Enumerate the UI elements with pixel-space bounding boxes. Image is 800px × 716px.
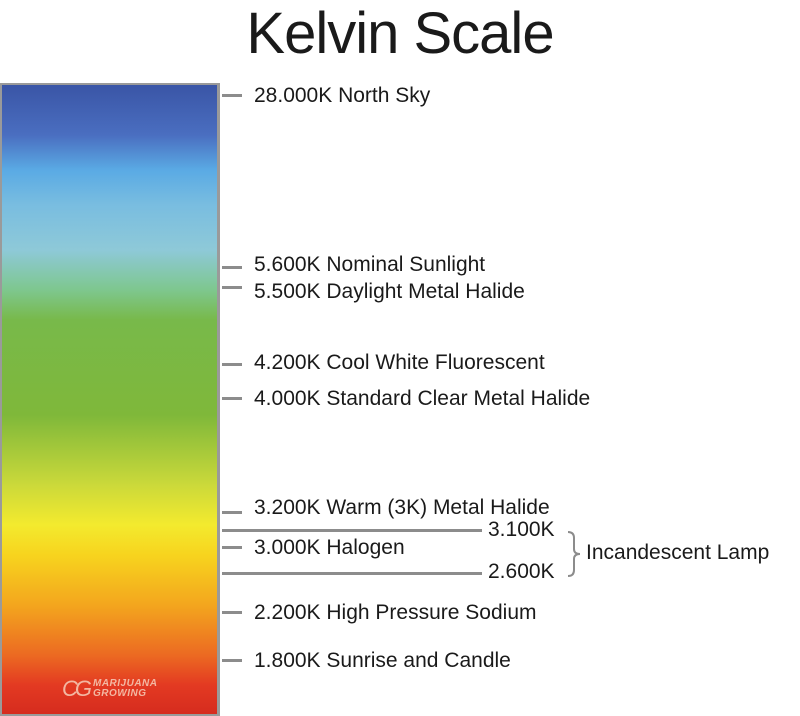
marker-label: 3.000K Halogen bbox=[254, 536, 405, 559]
marker-label: 2.200K High Pressure Sodium bbox=[254, 601, 537, 624]
marker-label: 1.800K Sunrise and Candle bbox=[254, 649, 511, 672]
logo-line-1: MARIJUANA bbox=[93, 678, 158, 689]
cg-logo-icon: CG bbox=[62, 676, 92, 701]
curly-brace-icon bbox=[567, 531, 581, 577]
page-title: Kelvin Scale bbox=[246, 1, 554, 66]
marker-tick bbox=[222, 511, 242, 514]
color-temperature-bar bbox=[0, 83, 220, 716]
marker-label: 3.200K Warm (3K) Metal Halide bbox=[254, 496, 550, 519]
range-lower-line bbox=[222, 572, 482, 575]
marker-tick bbox=[222, 266, 242, 269]
range-upper-line bbox=[222, 529, 482, 532]
marker-tick bbox=[222, 397, 242, 400]
marker-tick bbox=[222, 286, 242, 289]
marker-tick bbox=[222, 546, 242, 549]
marker-label: 5.600K Nominal Sunlight bbox=[254, 253, 486, 276]
marker-label: 5.500K Daylight Metal Halide bbox=[254, 280, 525, 303]
range-name-label: Incandescent Lamp bbox=[586, 541, 770, 564]
marker-label: 28.000K North Sky bbox=[254, 84, 431, 107]
marker-label: 4.200K Cool White Fluorescent bbox=[254, 351, 545, 374]
marker-label: 4.000K Standard Clear Metal Halide bbox=[254, 387, 591, 410]
logo-line-2: GROWING bbox=[93, 688, 147, 699]
marijuana-growing-logo: CG MARIJUANA GROWING bbox=[62, 678, 158, 700]
marker-tick bbox=[222, 94, 242, 97]
marker-tick bbox=[222, 363, 242, 366]
range-upper-label: 3.100K bbox=[488, 518, 555, 541]
marker-tick bbox=[222, 659, 242, 662]
marker-tick bbox=[222, 611, 242, 614]
range-lower-label: 2.600K bbox=[488, 560, 555, 583]
logo-wordmark: MARIJUANA GROWING bbox=[93, 679, 158, 699]
